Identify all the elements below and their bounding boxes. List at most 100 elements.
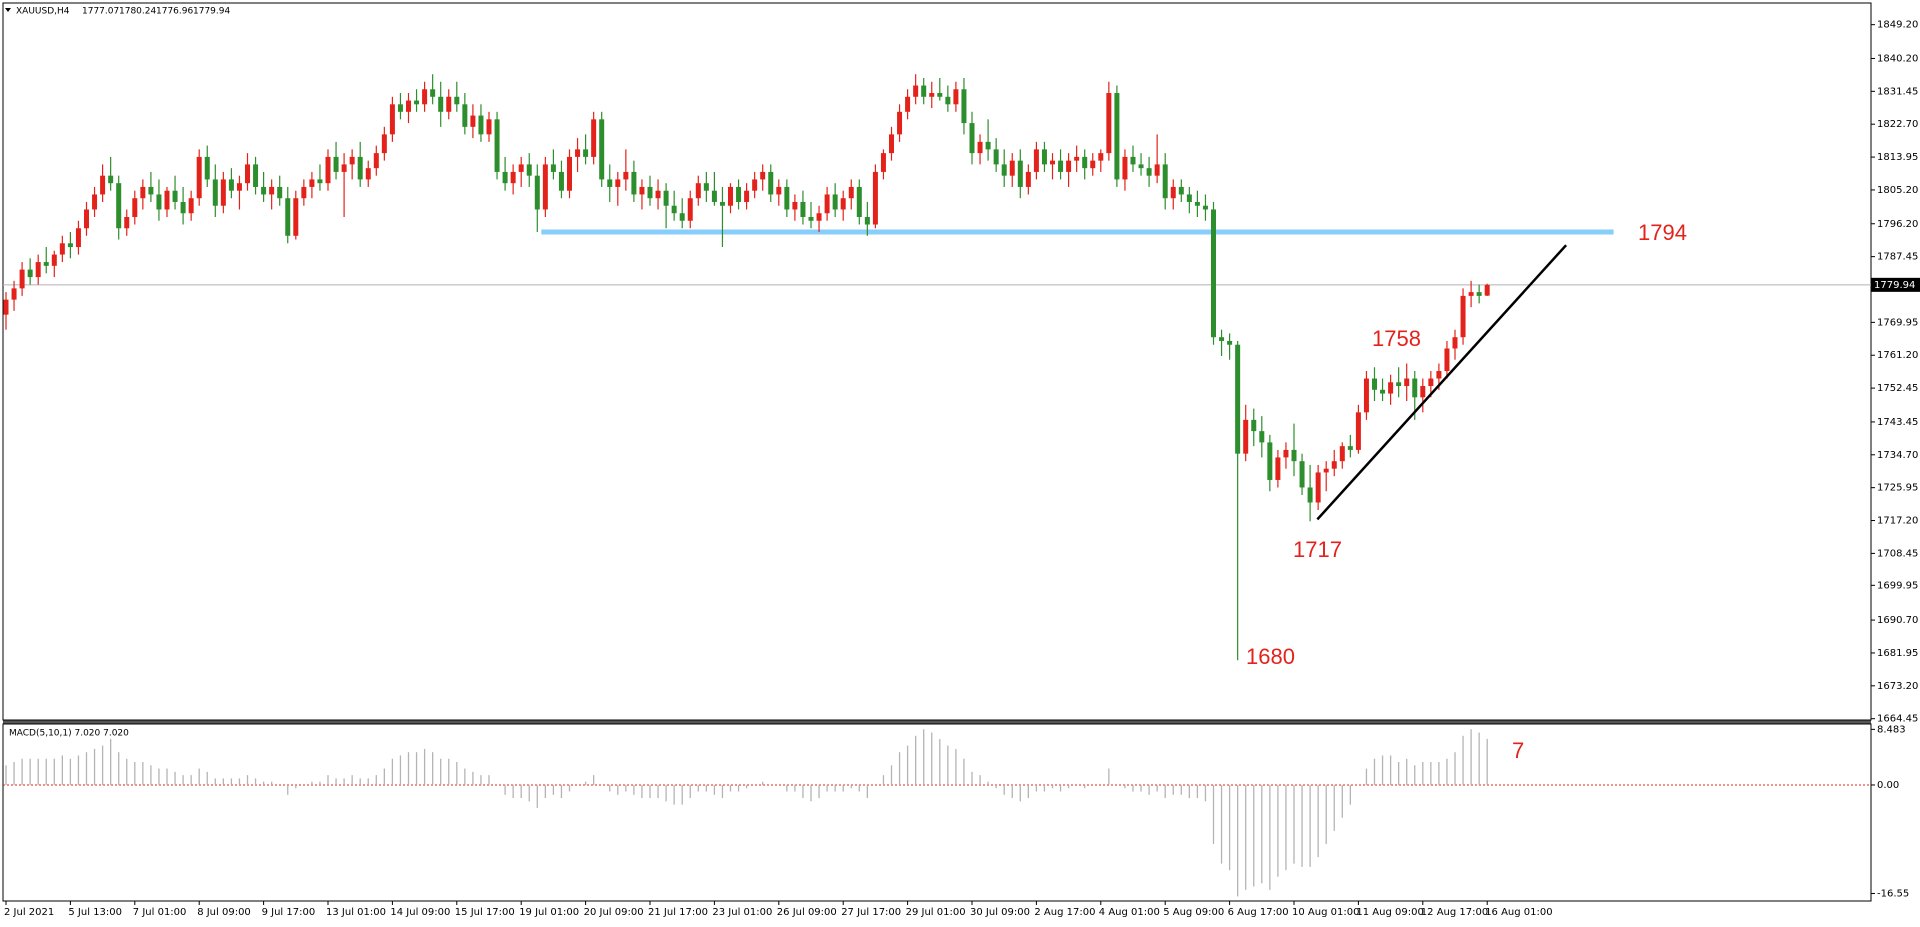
candle-body (261, 186, 267, 195)
candle-body (921, 85, 927, 97)
candle-body (59, 243, 65, 255)
x-tick-label: 14 Jul 09:00 (390, 907, 450, 918)
candle-body (406, 100, 411, 112)
candle-body (204, 156, 210, 180)
candle-body (269, 186, 275, 195)
candle-body (961, 89, 967, 124)
candle-body (880, 153, 886, 172)
candle-body (1194, 201, 1200, 206)
candle-body (180, 201, 186, 214)
symbol-label: XAUUSD,H4 (16, 7, 70, 17)
candle-body (1420, 386, 1426, 398)
candle-body (1186, 194, 1192, 202)
candle-body (1275, 457, 1281, 480)
candle-body (1162, 164, 1168, 199)
candle-body (164, 190, 170, 210)
x-tick-label: 9 Jul 17:00 (262, 907, 316, 918)
candle-body (301, 186, 307, 199)
candle-body (856, 186, 862, 217)
y-tick-label: 1805.20 (1877, 185, 1918, 196)
y-tick-label: 1690.70 (1877, 615, 1918, 626)
candle-body (397, 104, 403, 112)
candle-body (309, 179, 315, 187)
candle-body (1106, 93, 1112, 154)
candle-body (760, 171, 766, 180)
open-value: 1777.07 (82, 7, 119, 17)
annotation: 1680 (1246, 644, 1295, 669)
x-tick-label: 4 Aug 01:00 (1099, 907, 1160, 918)
candle-body (1243, 419, 1249, 454)
candle-body (510, 171, 516, 184)
candle-body (752, 179, 758, 191)
candle-body (945, 96, 951, 105)
y-tick-label: 1787.45 (1877, 252, 1918, 263)
candle-body (11, 288, 17, 300)
candle-body (1090, 160, 1096, 169)
candle-body (1082, 156, 1088, 169)
y-tick-label: 1831.45 (1877, 86, 1918, 97)
candle-body (1074, 156, 1080, 161)
candle-body (1267, 442, 1273, 480)
candle-body (824, 194, 830, 214)
candle-body (728, 186, 733, 206)
x-tick-label: 19 Jul 01:00 (519, 907, 579, 918)
x-tick-label: 2 Aug 17:00 (1034, 907, 1095, 918)
candle-body (1396, 382, 1402, 387)
candle-body (1372, 378, 1377, 390)
candle-body (1291, 449, 1297, 462)
candle-body (293, 198, 299, 236)
candle-body (937, 93, 943, 97)
candle-body (526, 164, 532, 176)
candle-body (744, 190, 750, 202)
candle-body (703, 183, 709, 191)
candle-body (889, 134, 894, 154)
candle-body (575, 149, 581, 157)
candle-body (736, 186, 742, 202)
candle-body (454, 96, 460, 105)
candle-body (172, 190, 178, 202)
candle-body (985, 141, 991, 150)
y-tick-label: 1664.45 (1877, 714, 1918, 725)
x-tick-label: 26 Jul 09:00 (777, 907, 837, 918)
y-tick-label: 1822.70 (1877, 119, 1918, 130)
y-tick-label: 1717.20 (1877, 516, 1918, 527)
candle-body (816, 213, 822, 221)
candle-body (679, 213, 685, 221)
x-tick-label: 13 Jul 01:00 (326, 907, 386, 918)
candle-body (27, 269, 33, 278)
candle-body (567, 156, 572, 191)
candle-body (236, 183, 242, 191)
candle-body (599, 119, 605, 180)
y-tick-label: 1734.70 (1877, 450, 1918, 461)
candle-body (1315, 472, 1321, 503)
x-tick-label: 8 Jul 09:00 (197, 907, 251, 918)
y-tick-label: 1761.20 (1877, 350, 1918, 361)
candle-body (156, 194, 162, 210)
candle-body (253, 164, 259, 187)
candle-body (1138, 164, 1144, 169)
price-tag-label: 1779.94 (1874, 280, 1915, 291)
candle-body (1098, 153, 1104, 161)
candle-body (381, 134, 387, 154)
x-tick-label: 7 Jul 01:00 (133, 907, 187, 918)
candle-body (615, 179, 621, 187)
candle-body (872, 171, 878, 225)
y-tick-label: 1840.20 (1877, 53, 1918, 64)
close-value: 1779.94 (193, 7, 230, 17)
x-tick-label: 5 Jul 13:00 (68, 907, 122, 918)
symbol-menu-icon[interactable] (5, 8, 11, 12)
candle-body (1219, 337, 1225, 341)
candle-body (776, 186, 782, 195)
candle-body (695, 183, 701, 199)
candle-body (1363, 378, 1369, 413)
candle-body (623, 171, 629, 180)
candle-body (43, 262, 49, 266)
candle-body (1114, 93, 1120, 180)
candle-body (1227, 340, 1233, 345)
candle-body (92, 194, 98, 210)
candle-body (808, 216, 814, 221)
candle-body (848, 186, 854, 199)
candle-body (357, 156, 363, 180)
x-tick-label: 2 Jul 2021 (4, 907, 54, 918)
candle-body (671, 205, 677, 214)
